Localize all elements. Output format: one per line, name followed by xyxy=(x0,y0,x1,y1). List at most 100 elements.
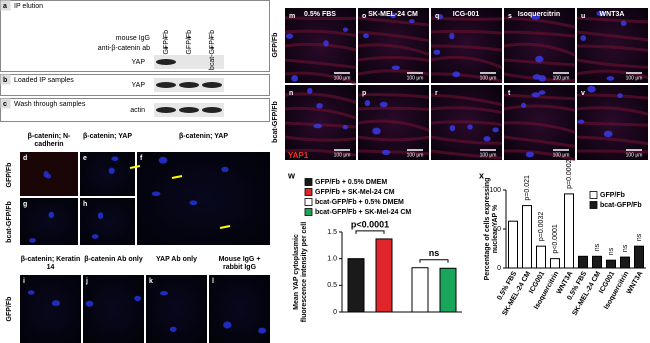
fiber xyxy=(576,16,649,24)
scale-label: 100 μm xyxy=(407,152,424,158)
panel-letter: b xyxy=(3,77,7,84)
nucleus xyxy=(151,191,161,197)
band xyxy=(156,82,176,88)
y-tick-label: 1.0 xyxy=(327,256,337,263)
fiber xyxy=(430,55,503,69)
micrograph xyxy=(137,152,270,245)
bracket xyxy=(355,230,385,234)
nucleus xyxy=(48,211,55,219)
nucleus xyxy=(452,71,461,78)
fiber xyxy=(576,135,649,146)
column-header: 0.5% FBS xyxy=(304,11,336,18)
fiber xyxy=(503,104,576,112)
cell-sign: - xyxy=(165,35,168,42)
nucleus xyxy=(603,130,613,138)
panel-letter: d xyxy=(23,155,27,162)
blot-title: Wash through samples xyxy=(14,101,86,108)
legend-label: bcat-GFP/Fb xyxy=(600,202,642,209)
fiber xyxy=(576,30,649,42)
nucleus xyxy=(313,123,323,129)
nucleus xyxy=(390,12,397,19)
nucleus xyxy=(307,87,313,94)
nucleus xyxy=(285,33,294,39)
legend-swatch xyxy=(589,191,598,199)
nucleus xyxy=(364,100,371,107)
nucleus xyxy=(29,238,36,243)
band xyxy=(179,107,199,113)
nucleus xyxy=(525,151,534,158)
lane-label: bcat-GFP/Fb xyxy=(209,30,216,70)
fiber xyxy=(357,55,430,62)
legend-swatch xyxy=(304,208,313,216)
letter-box xyxy=(0,98,11,109)
legend-label: bcat-GFP/Fb + 0.5% DMEM xyxy=(315,199,404,206)
nucleus xyxy=(291,75,299,82)
blot-membrane xyxy=(154,55,224,69)
nucleus xyxy=(521,102,527,108)
panel-letter: m xyxy=(289,13,295,20)
annotation: p<0.0001 xyxy=(351,219,389,229)
annotation: p=0.0002 xyxy=(566,159,573,188)
arrow xyxy=(129,165,141,169)
legend-label: GFP/Fb + 0.5% DMEM xyxy=(315,179,387,186)
nucleus xyxy=(617,93,623,99)
fiber xyxy=(357,93,430,99)
arrow xyxy=(219,225,231,229)
fiber xyxy=(576,121,649,127)
panel-letter: v xyxy=(581,90,585,97)
nucleus xyxy=(258,327,267,334)
column-header: ICG-001 xyxy=(453,11,480,18)
fiber xyxy=(430,44,503,52)
bar xyxy=(522,205,532,269)
annotation: p<0.0001 xyxy=(552,224,559,253)
y-tick-label: 50 xyxy=(493,226,501,233)
scale-label: 100 μm xyxy=(553,152,570,158)
row-label: bcat-GFP/Fb xyxy=(6,200,13,243)
cell-sign: - xyxy=(188,45,191,52)
arrow xyxy=(171,175,183,179)
bar xyxy=(508,220,518,269)
panel-letter: n xyxy=(289,90,293,97)
bar xyxy=(578,255,588,269)
fiber xyxy=(430,135,503,145)
cell-sign: + xyxy=(210,45,214,52)
fiber xyxy=(284,106,357,120)
legend-swatch xyxy=(304,178,313,186)
panel-letter: j xyxy=(85,278,88,285)
fiber xyxy=(284,148,357,157)
fiber xyxy=(357,106,430,111)
panel-letter: s xyxy=(508,13,512,20)
annotation: ns xyxy=(429,248,440,258)
panel-caption: Mouse IgG + rabbit IgG xyxy=(218,256,261,271)
fiber xyxy=(430,29,503,35)
letter-box xyxy=(0,74,11,85)
y-tick-label: 0 xyxy=(497,265,501,272)
fiber xyxy=(503,135,576,148)
fiber xyxy=(430,72,503,83)
fiber xyxy=(357,16,430,27)
fiber xyxy=(357,30,430,43)
nucleus xyxy=(169,326,177,332)
blot-title: Loaded IP samples xyxy=(14,77,74,84)
cell-sign: - xyxy=(211,35,214,42)
band-label: YAP xyxy=(132,59,146,66)
stain-label: YAP1 xyxy=(288,151,309,160)
row-label: mouse IgG xyxy=(116,35,150,42)
micrograph xyxy=(20,275,81,343)
legend-swatch xyxy=(304,198,313,206)
fiber xyxy=(576,149,649,154)
letter-box xyxy=(0,0,11,11)
panel-letter: g xyxy=(23,201,27,208)
cell-sign: + xyxy=(164,45,168,52)
scale-label: 100 μm xyxy=(334,75,351,81)
row-label: GFP/Fb xyxy=(272,32,279,58)
bar xyxy=(564,193,574,269)
legend-label: bcat-GFP/Fb + SK-Mel-24 CM xyxy=(315,209,411,216)
fiber xyxy=(284,71,357,85)
bar xyxy=(606,259,616,269)
micrograph xyxy=(80,152,135,196)
scale-label: 100 μm xyxy=(480,152,497,158)
panel-letter: w xyxy=(287,170,296,180)
scale-label: 100 μm xyxy=(626,152,643,158)
